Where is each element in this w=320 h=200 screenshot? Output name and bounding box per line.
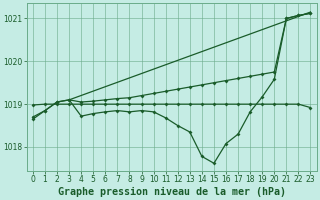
X-axis label: Graphe pression niveau de la mer (hPa): Graphe pression niveau de la mer (hPa) bbox=[58, 186, 286, 197]
